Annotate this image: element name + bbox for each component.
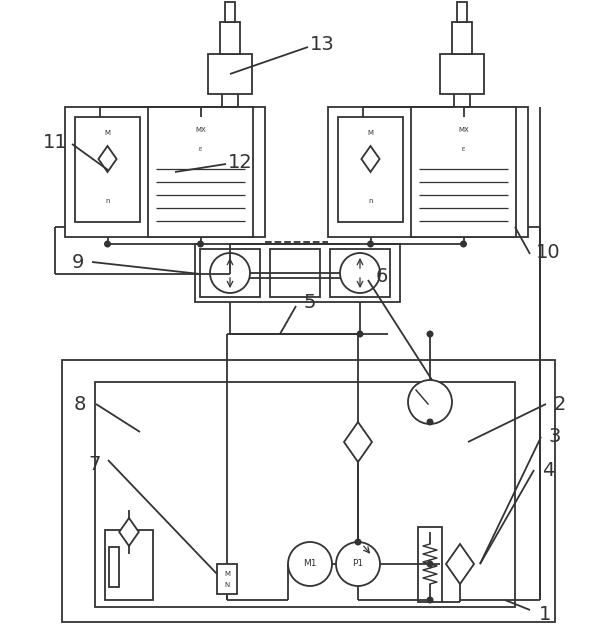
Text: N: N <box>224 582 230 588</box>
Circle shape <box>104 241 111 248</box>
Bar <box>65 107 265 237</box>
Bar <box>452 22 472 54</box>
Circle shape <box>340 253 380 293</box>
Text: 12: 12 <box>228 152 252 171</box>
Bar <box>105 530 153 600</box>
Text: 1: 1 <box>539 604 551 624</box>
Bar <box>411 107 516 237</box>
Text: E: E <box>199 147 202 152</box>
Bar <box>270 249 320 297</box>
Text: P1: P1 <box>352 559 363 569</box>
Circle shape <box>408 380 452 424</box>
Bar <box>225 2 235 22</box>
Circle shape <box>288 542 332 586</box>
Text: 7: 7 <box>89 454 101 473</box>
Polygon shape <box>361 146 379 172</box>
Text: MX: MX <box>458 128 469 133</box>
Bar <box>440 54 484 94</box>
Bar <box>75 117 140 222</box>
Bar <box>208 54 252 94</box>
Polygon shape <box>344 422 372 462</box>
Text: 6: 6 <box>376 267 388 286</box>
Bar <box>95 382 515 607</box>
Bar <box>217 564 237 594</box>
Text: 9: 9 <box>72 253 84 272</box>
Polygon shape <box>98 146 117 172</box>
Text: M: M <box>224 571 230 578</box>
Text: M1: M1 <box>303 559 317 569</box>
Text: 8: 8 <box>74 394 86 413</box>
Bar <box>457 2 467 22</box>
Text: M: M <box>105 130 111 136</box>
Text: 2: 2 <box>554 394 566 413</box>
Circle shape <box>197 241 204 248</box>
Bar <box>220 22 240 54</box>
Bar <box>328 107 528 237</box>
Circle shape <box>426 597 433 604</box>
Bar <box>338 117 403 222</box>
Bar <box>418 527 442 602</box>
Text: MX: MX <box>195 128 206 133</box>
Text: 10: 10 <box>536 243 560 262</box>
Text: 11: 11 <box>43 133 67 152</box>
Bar <box>109 547 119 587</box>
Bar <box>200 249 260 297</box>
Bar <box>330 249 390 297</box>
Circle shape <box>367 241 374 248</box>
Bar <box>62 360 555 622</box>
Circle shape <box>426 561 433 568</box>
Circle shape <box>426 418 433 425</box>
Bar <box>148 107 253 237</box>
Text: 5: 5 <box>304 293 316 312</box>
Circle shape <box>210 253 250 293</box>
Text: 4: 4 <box>542 461 554 480</box>
Text: 3: 3 <box>549 427 561 446</box>
Bar <box>195 244 400 302</box>
Text: E: E <box>462 147 465 152</box>
Polygon shape <box>119 518 139 546</box>
Polygon shape <box>446 544 474 584</box>
Circle shape <box>460 241 467 248</box>
Text: n: n <box>368 198 373 204</box>
Circle shape <box>336 542 380 586</box>
Circle shape <box>426 331 433 337</box>
Text: 13: 13 <box>310 35 334 54</box>
Circle shape <box>355 538 362 545</box>
Circle shape <box>356 331 363 337</box>
Text: n: n <box>105 198 110 204</box>
Text: M: M <box>368 130 374 136</box>
